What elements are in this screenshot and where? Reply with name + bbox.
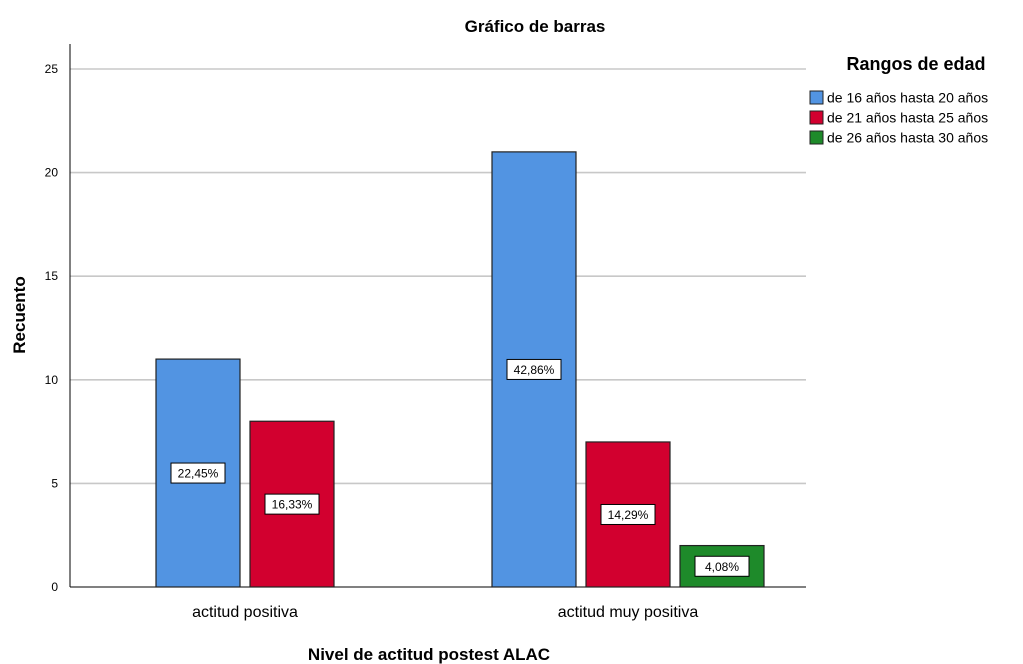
data-label-box-1-1 — [600, 503, 656, 525]
legend-swatch-0 — [809, 90, 824, 105]
data-label-box-1-0 — [264, 493, 320, 515]
y-tick-label-5: 5 — [51, 476, 58, 490]
data-label-0-1: 42,86% — [514, 363, 555, 377]
legend-title: Rangos de edad — [846, 54, 985, 74]
data-label-1-0: 16,33% — [272, 498, 313, 512]
legend-label-2: de 26 años hasta 30 años — [827, 130, 988, 146]
x-tick-label-0: actitud positiva — [192, 604, 298, 621]
data-label-0-0: 22,45% — [178, 467, 219, 481]
x-tick-label-1: actitud muy positiva — [558, 604, 699, 621]
y-tick-label-20: 20 — [45, 166, 59, 180]
y-tick-label-15: 15 — [45, 269, 59, 283]
legend-label-1: de 21 años hasta 25 años — [827, 110, 988, 126]
data-label-box-2-1 — [694, 555, 750, 577]
y-tick-label-25: 25 — [45, 62, 59, 76]
data-label-box-0-0 — [170, 462, 226, 484]
legend-label-0: de 16 años hasta 20 años — [827, 90, 988, 106]
y-tick-label-0: 0 — [51, 580, 58, 594]
plot-area: 0 5 10 15 20 25 actitud positiva 22,45% 16,33% ac… — [45, 44, 806, 621]
legend-swatch-1 — [809, 110, 824, 125]
x-axis-title: Nivel de actitud postest ALAC — [308, 645, 550, 664]
data-label-1-1: 14,29% — [608, 508, 649, 522]
y-axis-title: Recuento — [10, 276, 29, 353]
legend: Rangos de edad de 16 años hasta 20 años d… — [809, 54, 988, 146]
chart-title: Gráfico de barras — [465, 17, 606, 36]
data-label-box-0-1 — [506, 358, 562, 380]
y-tick-label-10: 10 — [45, 373, 59, 387]
data-label-2-1: 4,08% — [705, 560, 739, 574]
legend-swatch-2 — [809, 130, 824, 145]
